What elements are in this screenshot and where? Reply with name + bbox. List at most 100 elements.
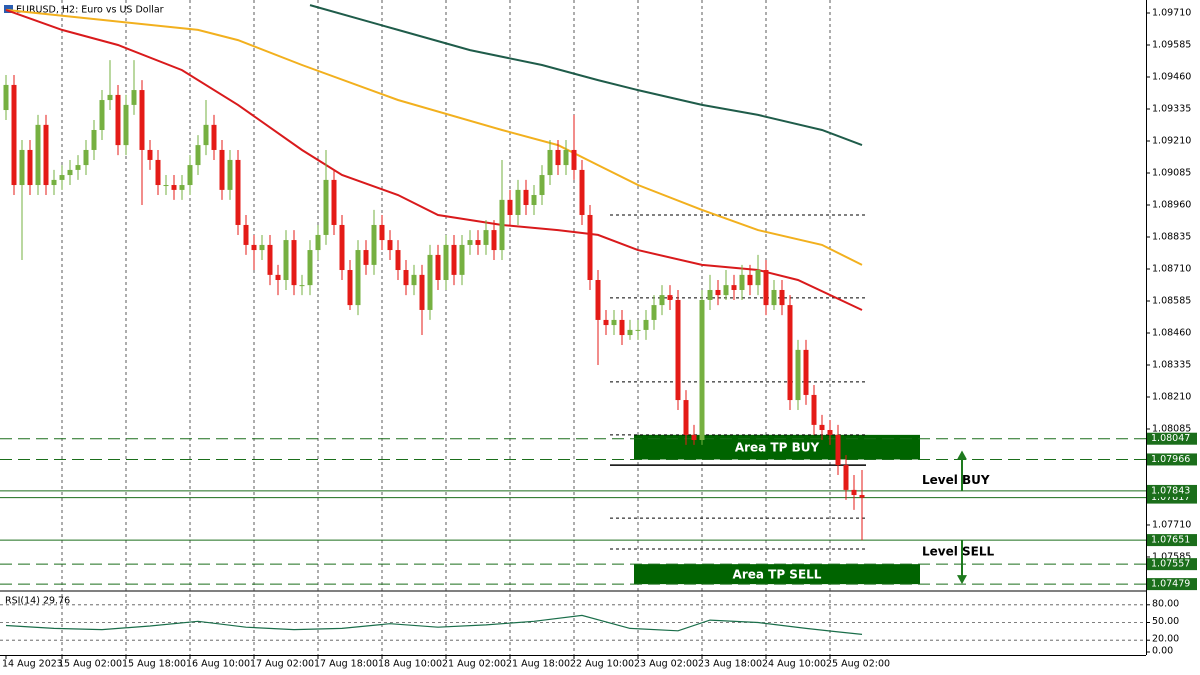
candle-body: [603, 319, 609, 326]
x-tick-label: 21 Aug 02:00: [442, 659, 506, 670]
candle-body: [851, 489, 857, 496]
price-tag-label: 1.07651: [1151, 535, 1190, 546]
candle-body: [411, 274, 417, 286]
candle-body: [763, 270, 769, 306]
candle-body: [787, 305, 793, 401]
candle-body: [43, 124, 49, 186]
candle-body: [427, 254, 433, 310]
candle-body: [731, 285, 737, 290]
candle-body: [339, 224, 345, 271]
candle-body: [75, 165, 81, 170]
x-tick-label: 15 Aug 02:00: [58, 659, 122, 670]
x-tick-label: 23 Aug 02:00: [634, 659, 698, 670]
price-tag: [1147, 432, 1197, 445]
candle-body: [627, 329, 633, 336]
candle-body: [379, 224, 385, 241]
candle-body: [163, 185, 169, 187]
candle-body: [715, 289, 721, 296]
symbol-icon: [4, 5, 13, 13]
y-tick-label: 1.09210: [1152, 136, 1191, 147]
rsi-y-tick-label: 20.00: [1152, 634, 1179, 645]
candle-body: [539, 175, 545, 196]
candle-body: [467, 240, 473, 245]
y-tick-label: 1.08960: [1152, 199, 1191, 210]
y-tick-label: 1.09085: [1152, 167, 1191, 178]
y-tick-label: 1.07585: [1152, 551, 1191, 562]
zone: [634, 564, 920, 585]
annotation-label: Level BUY: [922, 473, 990, 487]
zone-label: Area TP BUY: [735, 441, 820, 455]
candle-body: [187, 165, 193, 186]
candle-body: [171, 185, 177, 190]
y-tick-label: 1.09460: [1152, 72, 1191, 83]
candle-body: [275, 274, 281, 281]
rsi-y-tick-label: 80.00: [1152, 598, 1179, 609]
candle-body: [251, 244, 257, 251]
candle-body: [803, 349, 809, 395]
candle-body: [459, 244, 465, 275]
candle-body: [555, 149, 561, 166]
y-tick-label: 1.09585: [1152, 40, 1191, 51]
candle-body: [267, 244, 273, 275]
candle-body: [211, 124, 217, 150]
x-tick-label: 23 Aug 18:00: [698, 659, 762, 670]
candle-body: [651, 305, 657, 320]
x-tick-label: 17 Aug 18:00: [314, 659, 378, 670]
candle-body: [579, 169, 585, 215]
candle-body: [107, 94, 113, 101]
candle-body: [131, 90, 137, 105]
candle-body: [299, 285, 305, 287]
candle-body: [19, 149, 25, 186]
candle-body: [259, 244, 265, 251]
y-tick-label: 1.08585: [1152, 295, 1191, 306]
x-tick-label: 25 Aug 02:00: [826, 659, 890, 670]
x-tick-label: 16 Aug 10:00: [186, 659, 250, 670]
x-tick-label: 14 Aug 2023: [2, 659, 63, 670]
candle-body: [27, 149, 33, 186]
candle-body: [395, 250, 401, 271]
candle-body: [387, 240, 393, 251]
rsi-y-tick-label: 0.00: [1152, 646, 1173, 657]
rsi-title: RSI(14) 29.76: [5, 596, 70, 607]
chart-title: EURUSD, H2: Euro vs US Dollar: [16, 5, 164, 16]
candle-body: [635, 329, 641, 331]
price-tag: [1147, 534, 1197, 547]
candle-body: [739, 274, 745, 290]
price-tag-label: 1.07557: [1151, 559, 1190, 570]
candle-body: [811, 394, 817, 425]
candle-body: [179, 185, 185, 190]
candle-body: [707, 289, 713, 300]
candle-body: [219, 149, 225, 190]
candle-body: [499, 199, 505, 251]
rsi-line: [5, 614, 863, 635]
candle-body: [83, 149, 89, 166]
candle-body: [747, 274, 753, 286]
candle-body: [115, 94, 121, 146]
x-tick-label: 22 Aug 10:00: [570, 659, 634, 670]
candle-body: [475, 240, 481, 245]
x-tick-label: 18 Aug 10:00: [378, 659, 442, 670]
candle-body: [699, 299, 705, 440]
candle-body: [435, 254, 441, 281]
candle-body: [307, 250, 313, 286]
candle-body: [619, 319, 625, 336]
candle-body: [3, 84, 9, 111]
candle-body: [483, 230, 489, 245]
candle-body: [531, 195, 537, 205]
candle-body: [283, 240, 289, 281]
candle-body: [683, 400, 689, 435]
candle-body: [859, 495, 865, 498]
candle-body: [491, 230, 497, 251]
candle-body: [779, 289, 785, 306]
candle-body: [563, 149, 569, 166]
candle-body: [243, 224, 249, 245]
candle-body: [227, 159, 233, 190]
candle-body: [203, 124, 209, 146]
candle-body: [147, 149, 153, 160]
price-tag: [1147, 558, 1197, 571]
moving-average: [309, 4, 863, 147]
candle-body: [507, 199, 513, 215]
